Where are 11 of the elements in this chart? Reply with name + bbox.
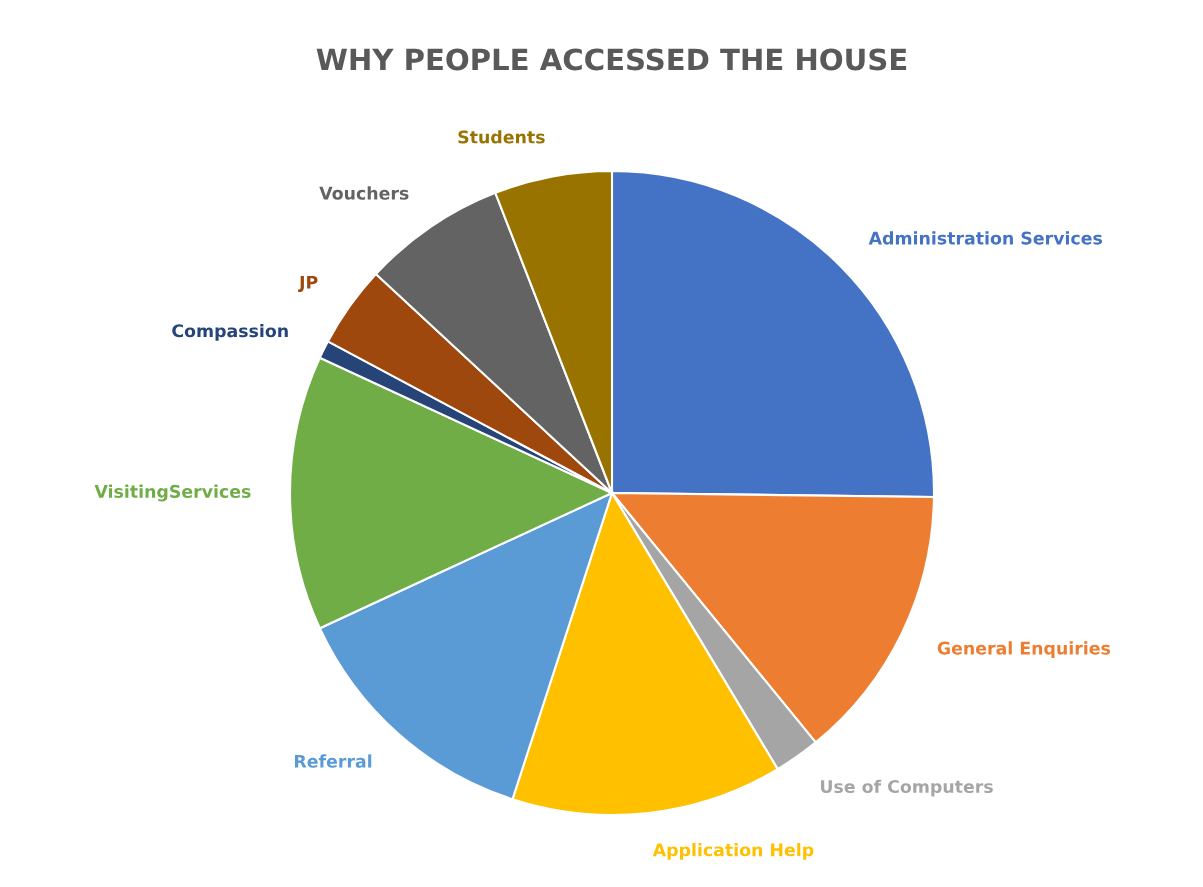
chart-title: WHY PEOPLE ACCESSED THE HOUSE: [316, 48, 907, 71]
slice-label: General Enquiries: [937, 641, 1111, 659]
slice-label: JP: [298, 275, 318, 293]
slice-label: Application Help: [652, 842, 814, 860]
slice-label: Referral: [294, 754, 372, 768]
slice-label: Students: [458, 130, 545, 144]
slice-label: Vouchers: [319, 186, 409, 200]
slice-label: Administration Services: [868, 231, 1102, 245]
slice-label: VisitingServices: [94, 484, 251, 502]
slice-label: Use of Computers: [820, 779, 993, 797]
slice-label: Compassion: [172, 323, 288, 341]
